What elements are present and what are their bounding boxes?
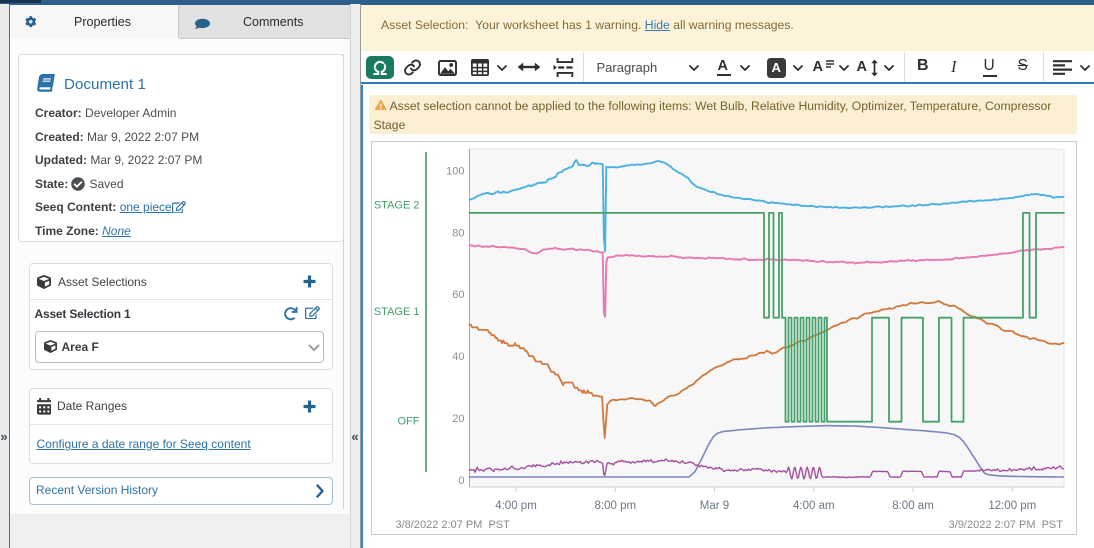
svg-text:0: 0 xyxy=(458,475,464,487)
svg-text:40: 40 xyxy=(452,351,464,363)
svg-text:12:00 pm: 12:00 pm xyxy=(988,500,1036,512)
svg-text:80: 80 xyxy=(452,227,464,239)
svg-text:STAGE 1: STAGE 1 xyxy=(374,306,420,318)
svg-text:Mar 9: Mar 9 xyxy=(700,500,729,512)
svg-text:8:00 am: 8:00 am xyxy=(892,500,934,512)
svg-text:4:00 am: 4:00 am xyxy=(793,500,835,512)
svg-text:3/8/2022 2:07 PM PST: 3/8/2022 2:07 PM PST xyxy=(396,519,511,531)
svg-text:3/9/2022 2:07 PM PST: 3/9/2022 2:07 PM PST xyxy=(949,519,1064,531)
svg-text:OFF: OFF xyxy=(398,415,420,427)
svg-text:100: 100 xyxy=(446,166,464,178)
svg-text:20: 20 xyxy=(452,413,464,425)
svg-text:8:00 pm: 8:00 pm xyxy=(595,500,637,512)
svg-text:60: 60 xyxy=(452,289,464,301)
svg-text:STAGE 2: STAGE 2 xyxy=(374,199,420,211)
svg-text:4:00 pm: 4:00 pm xyxy=(495,500,537,512)
